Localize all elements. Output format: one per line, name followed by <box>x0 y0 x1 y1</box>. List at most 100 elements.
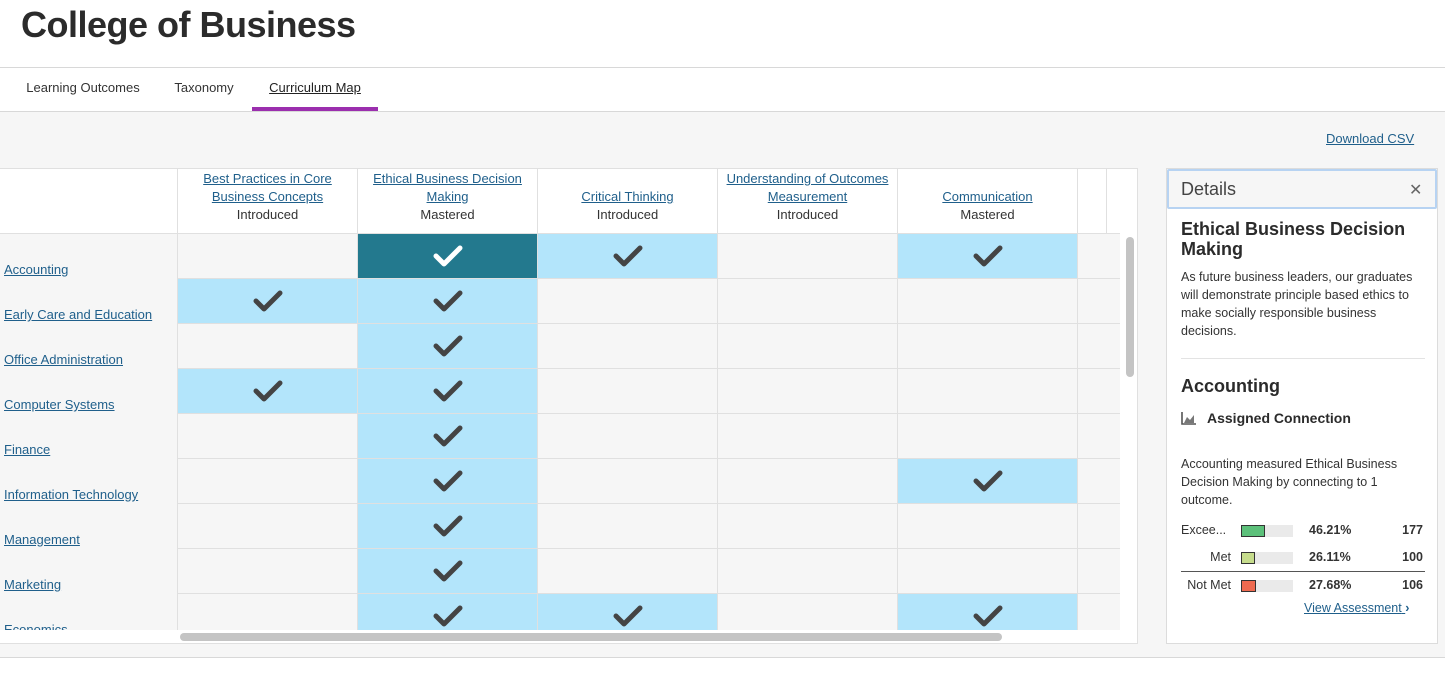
download-csv-link[interactable]: Download CSV <box>1326 131 1415 146</box>
map-cell[interactable] <box>897 504 1077 548</box>
row-spacer <box>1077 549 1120 593</box>
tab-label: Taxonomy <box>174 80 234 95</box>
map-cell[interactable] <box>537 279 717 323</box>
map-cell[interactable] <box>897 369 1077 413</box>
row-spacer <box>1077 504 1120 548</box>
map-cell[interactable] <box>177 414 357 458</box>
program-label: Management <box>0 504 177 549</box>
map-cell[interactable] <box>177 234 357 278</box>
map-cell[interactable] <box>537 414 717 458</box>
program-link[interactable]: Information Technology <box>4 487 139 502</box>
map-cell[interactable] <box>537 594 717 630</box>
outcome-link[interactable]: Communication <box>942 189 1033 204</box>
map-cell[interactable] <box>177 594 357 630</box>
map-cell[interactable] <box>717 549 897 593</box>
map-cell[interactable] <box>897 234 1077 278</box>
outcome-level: Introduced <box>236 207 299 222</box>
map-cell[interactable] <box>717 324 897 368</box>
result-percent: 46.21% <box>1309 523 1352 537</box>
vertical-scrollbar[interactable] <box>1126 237 1134 377</box>
result-bar-fill <box>1241 552 1255 564</box>
map-cell[interactable] <box>537 369 717 413</box>
row-spacer <box>1077 414 1120 458</box>
map-cell[interactable] <box>357 369 537 413</box>
map-cell[interactable] <box>537 459 717 503</box>
map-cell[interactable] <box>357 414 537 458</box>
map-cell[interactable] <box>717 459 897 503</box>
map-cell[interactable] <box>717 369 897 413</box>
outcome-link[interactable]: Critical Thinking <box>581 189 674 204</box>
map-cell[interactable] <box>357 279 537 323</box>
map-cell[interactable] <box>537 504 717 548</box>
row-spacer <box>1077 369 1120 413</box>
map-cell[interactable] <box>537 549 717 593</box>
map-cell[interactable] <box>357 504 537 548</box>
outcome-header: Critical Thinking Introduced <box>537 169 717 234</box>
outcome-header: Best Practices in Core Business Concepts… <box>177 169 357 234</box>
outcome-header-row: Best Practices in Core Business Concepts… <box>0 169 1120 234</box>
outcome-header: Ethical Business Decision Making Mastered <box>357 169 537 234</box>
program-link[interactable]: Economics <box>4 622 68 630</box>
checkmark-icon <box>433 335 462 357</box>
result-count: 106 <box>1402 578 1423 592</box>
table-row: Economics <box>0 594 1120 630</box>
result-bar <box>1241 580 1293 592</box>
map-cell[interactable] <box>897 549 1077 593</box>
program-link[interactable]: Management <box>4 532 80 547</box>
program-label: Information Technology <box>0 459 177 504</box>
map-cell[interactable] <box>537 234 717 278</box>
assigned-connection-label: Assigned Connection <box>1207 410 1351 426</box>
program-label: Accounting <box>0 234 177 279</box>
map-cell[interactable] <box>177 369 357 413</box>
outcome-link[interactable]: Ethical Business Decision Making <box>373 171 522 204</box>
map-cell[interactable] <box>357 234 537 278</box>
map-cell[interactable] <box>357 549 537 593</box>
result-row: Met 26.11% 100 <box>1181 548 1425 568</box>
assigned-connection: Assigned Connection <box>1181 410 1351 426</box>
map-cell[interactable] <box>897 414 1077 458</box>
table-row: Accounting <box>0 234 1120 279</box>
outcome-level: Mastered <box>960 207 1015 222</box>
result-row: Excee... 46.21% 177 <box>1181 521 1425 541</box>
program-link[interactable]: Office Administration <box>4 352 123 367</box>
program-link[interactable]: Marketing <box>4 577 62 592</box>
program-link[interactable]: Finance <box>4 442 51 457</box>
map-cell[interactable] <box>717 594 897 630</box>
outcome-link[interactable]: Understanding of Outcomes Measurement <box>726 171 889 204</box>
program-link[interactable]: Computer Systems <box>4 397 115 412</box>
map-cell[interactable] <box>897 279 1077 323</box>
map-cell[interactable] <box>177 324 357 368</box>
map-cell[interactable] <box>537 324 717 368</box>
close-icon[interactable]: ✕ <box>1409 182 1423 199</box>
program-link[interactable]: Early Care and Education <box>4 307 153 322</box>
map-cell[interactable] <box>357 459 537 503</box>
view-assessment-link[interactable]: View Assessment › <box>1304 601 1409 615</box>
map-cell[interactable] <box>897 459 1077 503</box>
table-row: Office Administration <box>0 324 1120 369</box>
result-bar-fill <box>1241 580 1256 592</box>
program-label: Office Administration <box>0 324 177 369</box>
result-count: 100 <box>1402 550 1423 564</box>
map-cell[interactable] <box>897 594 1077 630</box>
map-cell[interactable] <box>357 594 537 630</box>
map-cell[interactable] <box>177 459 357 503</box>
map-cell[interactable] <box>177 279 357 323</box>
map-cell[interactable] <box>717 504 897 548</box>
map-cell[interactable] <box>717 414 897 458</box>
checkmark-icon <box>433 245 462 267</box>
map-cell[interactable] <box>357 324 537 368</box>
map-cell[interactable] <box>717 234 897 278</box>
program-link[interactable]: Accounting <box>4 262 69 277</box>
map-cell[interactable] <box>897 324 1077 368</box>
tab-taxonomy[interactable]: Taxonomy <box>160 68 248 111</box>
checkmark-icon <box>433 380 462 402</box>
map-cell[interactable] <box>717 279 897 323</box>
map-cell[interactable] <box>177 549 357 593</box>
checkmark-icon <box>433 470 462 492</box>
tab-curriculum-map[interactable]: Curriculum Map <box>252 68 378 111</box>
horizontal-scrollbar[interactable] <box>180 633 1002 641</box>
tab-learning-outcomes[interactable]: Learning Outcomes <box>10 68 156 111</box>
outcome-level: Mastered <box>420 207 475 222</box>
map-cell[interactable] <box>177 504 357 548</box>
outcome-link[interactable]: Best Practices in Core Business Concepts <box>203 171 332 204</box>
